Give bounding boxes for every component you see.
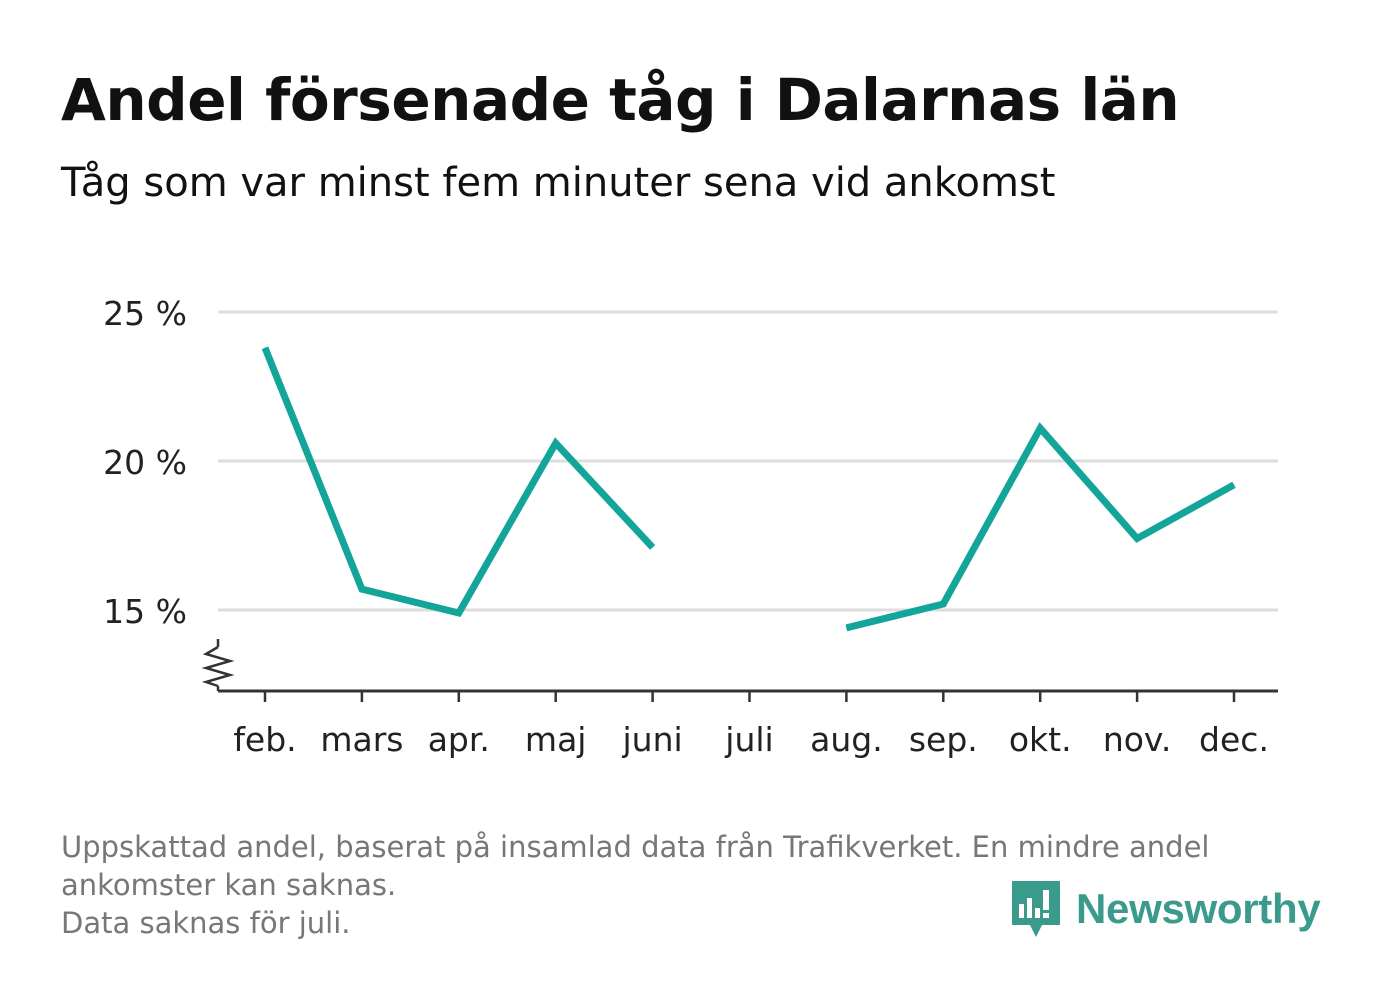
x-tick-label: juni <box>622 720 683 759</box>
x-tick-label: apr. <box>428 720 490 759</box>
chart-title: Andel försenade tåg i Dalarnas län <box>61 66 1180 134</box>
y-tick-label: 15 % <box>103 592 187 631</box>
x-tick-label: nov. <box>1103 720 1172 759</box>
y-tick-label: 25 % <box>103 294 187 333</box>
data-point <box>458 612 460 614</box>
axis-break-icon <box>201 645 235 688</box>
data-point <box>652 546 654 548</box>
data-point <box>361 588 363 590</box>
brand-logo: Newsworthy <box>1010 878 1321 940</box>
line-chart: 15 % 20 % 25 % feb. mars apr. maj juni juli aug. s… <box>103 294 1278 759</box>
data-point <box>1136 537 1138 539</box>
x-tick-label: dec. <box>1199 720 1269 759</box>
y-tick-label: 20 % <box>103 443 187 482</box>
x-tick-label: maj <box>525 720 587 759</box>
data-point <box>845 627 847 629</box>
x-tick-label: sep. <box>909 720 978 759</box>
data-point <box>1233 484 1235 486</box>
series-line <box>261 346 656 618</box>
data-point <box>942 603 944 605</box>
newsworthy-logo-icon <box>1012 881 1060 937</box>
x-tick-label: okt. <box>1009 720 1072 759</box>
chart-subtitle: Tåg som var minst fem minuter sena vid a… <box>61 160 1056 206</box>
x-tick-label: mars <box>320 720 403 759</box>
series-line <box>845 422 1236 632</box>
x-tick-label: aug. <box>810 720 883 759</box>
footnote-line-2: ankomster kan saknas. <box>61 868 397 902</box>
data-point <box>1039 427 1041 429</box>
footnote-line-3: Data saknas för juli. <box>61 906 351 940</box>
data-point <box>264 347 266 349</box>
x-tick-label: feb. <box>233 720 296 759</box>
footnote: Uppskattad andel, baserat på insamlad da… <box>61 828 1311 942</box>
brand-name: Newsworthy <box>1076 885 1321 932</box>
data-point <box>555 442 557 444</box>
x-tick-label: juli <box>724 720 773 759</box>
footnote-line-1: Uppskattad andel, baserat på insamlad da… <box>61 830 1210 864</box>
